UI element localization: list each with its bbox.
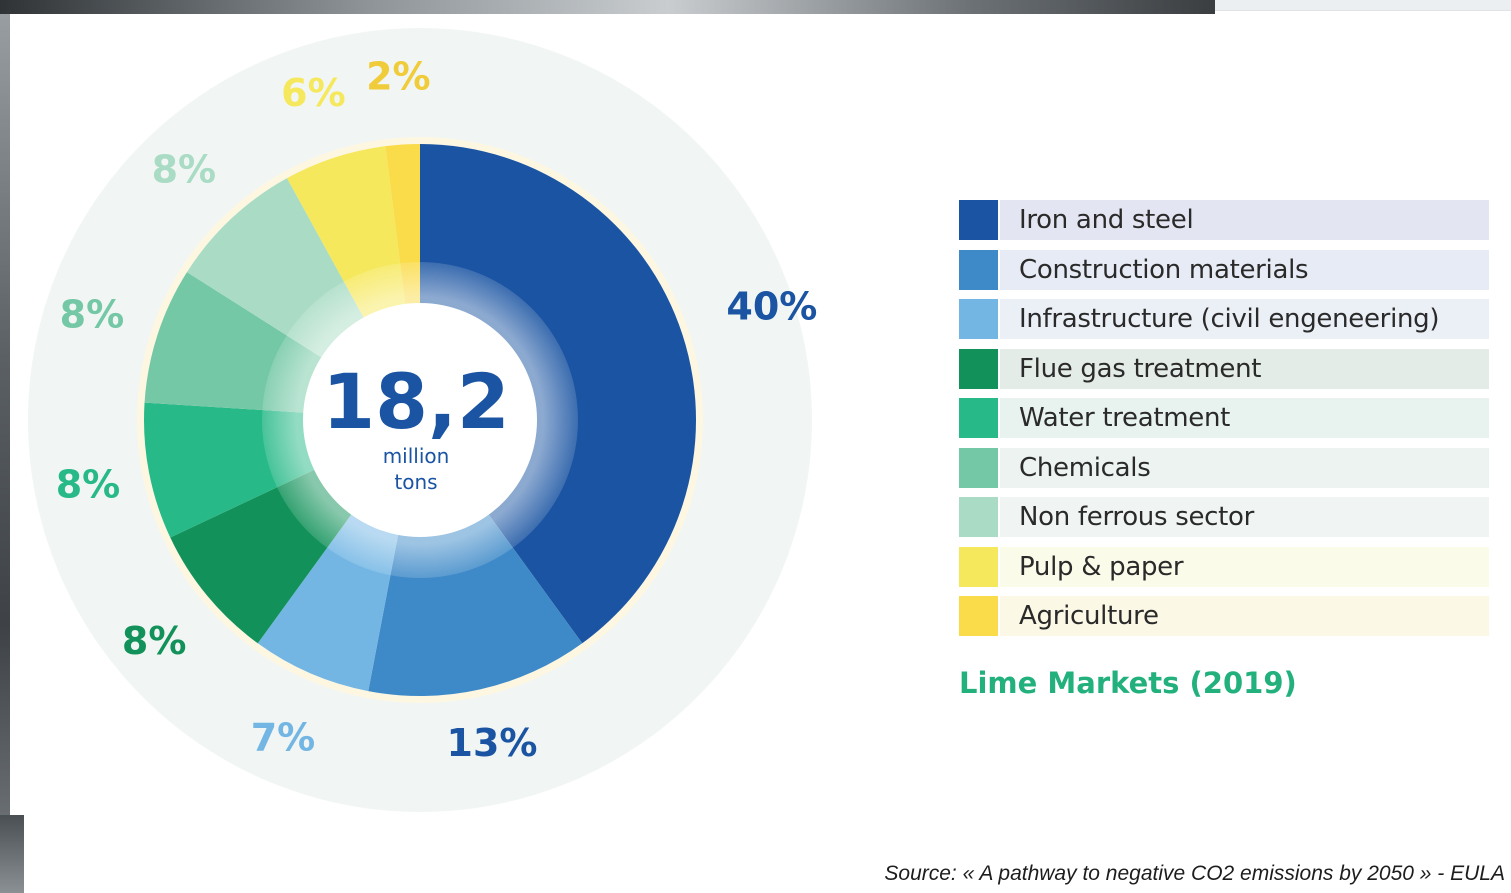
legend-bar bbox=[1000, 596, 1489, 636]
background-photo-corner bbox=[0, 815, 24, 893]
legend-swatch bbox=[959, 546, 998, 587]
legend-swatch bbox=[959, 348, 998, 389]
legend-label: Pulp & paper bbox=[1019, 551, 1184, 582]
legend-item: Chemicals bbox=[959, 447, 1489, 488]
background-photo-edge-top bbox=[0, 0, 1215, 14]
legend-item: Flue gas treatment bbox=[959, 348, 1489, 389]
legend-item: Construction materials bbox=[959, 249, 1489, 290]
slice-labels: 40% 13% 7% 8% 8% 8% 8% 6% 2% bbox=[56, 55, 818, 765]
slice-label: 2% bbox=[366, 55, 431, 99]
legend-bar bbox=[1000, 249, 1489, 290]
legend-swatch bbox=[959, 299, 998, 339]
legend-item: Water treatment bbox=[959, 398, 1489, 438]
slice-label: 8% bbox=[56, 462, 121, 506]
legend-swatch bbox=[959, 497, 998, 537]
legend-label: Flue gas treatment bbox=[1019, 353, 1262, 384]
chart-title: Lime Markets (2019) bbox=[959, 666, 1297, 700]
legend-bar bbox=[1000, 299, 1489, 339]
legend-bar bbox=[1000, 348, 1489, 389]
legend-swatch bbox=[959, 249, 998, 290]
legend: Iron and steel Construction materials In… bbox=[959, 200, 1489, 646]
legend-swatch bbox=[959, 596, 998, 636]
slice-label: 8% bbox=[122, 619, 187, 663]
legend-item: Pulp & paper bbox=[959, 546, 1489, 587]
center-value: 18,2 bbox=[322, 357, 510, 446]
legend-bar bbox=[1000, 497, 1489, 537]
center-unit-line2: tons bbox=[394, 470, 437, 494]
legend-bar bbox=[1000, 546, 1489, 587]
legend-item: Infrastructure (civil engeneering) bbox=[959, 299, 1489, 339]
slice-label: 13% bbox=[447, 721, 538, 765]
legend-label: Construction materials bbox=[1019, 254, 1309, 285]
background-panel-edge-top bbox=[1215, 0, 1511, 11]
background-photo-edge-left bbox=[0, 0, 10, 893]
slice-label: 7% bbox=[251, 716, 316, 760]
slice-label: 6% bbox=[281, 71, 346, 115]
legend-label: Chemicals bbox=[1019, 452, 1151, 483]
slice-label: 8% bbox=[152, 148, 217, 192]
legend-bar bbox=[1000, 200, 1489, 240]
legend-swatch bbox=[959, 447, 998, 488]
source-caption: Source: « A pathway to negative CO2 emis… bbox=[884, 862, 1505, 885]
legend-item: Non ferrous sector bbox=[959, 497, 1489, 537]
legend-item: Agriculture bbox=[959, 596, 1489, 636]
legend-label: Agriculture bbox=[1019, 601, 1159, 631]
legend-swatch bbox=[959, 200, 998, 240]
legend-label: Infrastructure (civil engeneering) bbox=[1019, 304, 1440, 334]
legend-bar bbox=[1000, 398, 1489, 438]
center-unit-line1: million bbox=[383, 444, 450, 468]
legend-label: Water treatment bbox=[1019, 403, 1231, 433]
legend-item: Iron and steel bbox=[959, 200, 1489, 240]
legend-swatch bbox=[959, 398, 998, 438]
slice-label: 40% bbox=[726, 285, 817, 329]
legend-label: Iron and steel bbox=[1019, 205, 1194, 235]
slice-label: 8% bbox=[60, 292, 125, 336]
donut-center-hole bbox=[303, 303, 537, 537]
legend-label: Non ferrous sector bbox=[1019, 502, 1255, 532]
legend-bar bbox=[1000, 447, 1489, 488]
